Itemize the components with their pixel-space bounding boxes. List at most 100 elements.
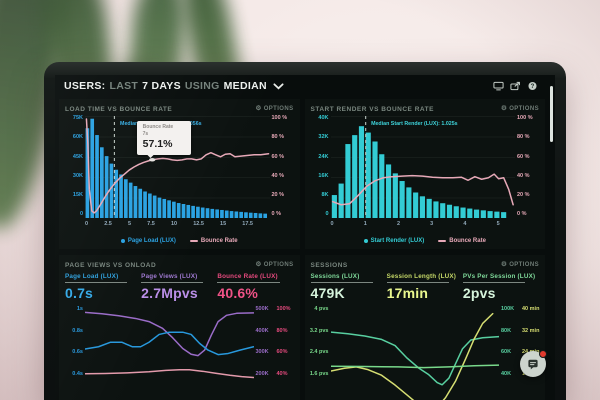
metric-page-load: Page Load (LUX) 0.7s <box>65 273 141 300</box>
legend-line-icon <box>189 240 198 242</box>
dashboard-grid: LOAD TIME VS BOUNCE RATE ⚙ OPTIONS 75K 60K… <box>59 99 545 400</box>
chart-sessions[interactable] <box>331 303 500 400</box>
tick-label: 80% <box>276 327 288 334</box>
options-button[interactable]: ⚙ OPTIONS <box>500 260 539 269</box>
metric-pvs-per-session: PVs Per Session (LUX) 2pvs <box>462 273 539 300</box>
tick-label: 100% <box>276 306 291 312</box>
panel-head: SESSIONS ⚙ OPTIONS <box>311 260 540 270</box>
chart-page-views-onload[interactable] <box>85 303 254 400</box>
tick-label: 32 min <box>522 327 540 334</box>
tick-label: 45K <box>72 153 83 160</box>
legend-item-bounce-rate[interactable]: Bounce Rate <box>189 238 238 244</box>
chat-button[interactable] <box>520 350 547 377</box>
y-axis-left: 40K 32K 24K 16K 8K 0 <box>307 115 329 218</box>
metric-row: Page Load (LUX) 0.7s Page Views (LUX) 2.… <box>65 273 294 300</box>
chat-icon <box>528 359 538 370</box>
tick-label: 5 <box>127 221 132 227</box>
tick-label: 15K <box>72 192 83 199</box>
options-label: OPTIONS <box>263 106 294 112</box>
tick-label: 0 <box>325 211 329 218</box>
legend-label: Bounce Rate <box>200 238 238 244</box>
dashboard-screen: USERS: LAST 7 DAYS USING MEDIAN ? LOAD TIME … <box>55 75 555 400</box>
chart-load-time[interactable]: Median Page Load (LUX): 3.056s Bounce Ra… <box>85 116 270 218</box>
tick-label: 80 % <box>517 134 530 141</box>
tick-label: 40K <box>501 370 512 377</box>
legend-item-page-load[interactable]: Page Load (LUX) <box>120 238 176 244</box>
tick-label: 0.6s <box>72 349 83 355</box>
notification-badge <box>539 350 547 358</box>
metric-value: 2.7Mpvs <box>141 285 198 301</box>
metric-label: Bounce Rate (LUX) <box>217 273 278 280</box>
tick-label: 80 % <box>271 134 285 141</box>
scrollbar[interactable] <box>550 86 553 142</box>
chart-start-render[interactable]: Median Start Render (LUX): 1.025s <box>330 116 515 218</box>
tick-label: 5 <box>496 221 500 227</box>
tick-label: 60K <box>501 349 512 355</box>
options-button[interactable]: ⚙ OPTIONS <box>501 105 539 113</box>
svg-text:?: ? <box>531 84 535 90</box>
share-icon[interactable] <box>510 81 521 91</box>
metric-value: 17min <box>386 285 429 301</box>
median-line-label: Median Start Render (LUX): 1.025s <box>371 121 458 128</box>
users-range-dropdown[interactable]: USERS: LAST 7 DAYS USING MEDIAN <box>64 80 284 92</box>
aggregation: MEDIAN <box>223 80 267 92</box>
tick-label: 0 <box>85 221 89 227</box>
legend: Page Load (LUX) Bounce Rate <box>59 238 300 244</box>
tick-label: 20 % <box>517 192 530 199</box>
gear-icon: ⚙ <box>255 260 262 268</box>
metric-rule <box>310 282 373 283</box>
tick-label: 100 % <box>271 115 288 121</box>
tick-label: 1s <box>76 306 83 312</box>
monitor-icon[interactable] <box>493 81 504 91</box>
laptop: USERS: LAST 7 DAYS USING MEDIAN ? LOAD TIME … <box>44 62 566 400</box>
legend-item-start-render[interactable]: Start Render (LUX) <box>363 238 424 244</box>
tick-label: 200K <box>255 370 269 377</box>
tick-label: 4 pvs <box>314 306 329 312</box>
tick-label: 40% <box>276 370 288 377</box>
gear-icon: ⚙ <box>500 260 508 268</box>
help-icon[interactable]: ? <box>527 81 538 91</box>
tick-label: 8K <box>321 192 329 199</box>
tick-label: 10 <box>170 221 178 227</box>
metric-rule <box>65 282 128 283</box>
tick-label: 0 % <box>517 211 527 218</box>
tick-label: 2.4 pvs <box>309 349 329 355</box>
panel-title: PAGE VIEWS VS ONLOAD <box>65 261 157 269</box>
panel-sessions: SESSIONS ⚙ OPTIONS Sessions (LUX) 479K Se… <box>304 255 545 400</box>
y-axis-right-views: 500K 400K 300K 200K <box>256 303 276 400</box>
metric-label: PVs Per Session (LUX) <box>462 273 536 280</box>
y-axis-right-bounce: 100% 80% 60% 40% <box>277 303 299 400</box>
panel-head: PAGE VIEWS VS ONLOAD ⚙ OPTIONS <box>65 260 294 270</box>
y-axis-left: 1s 0.8s 0.6s 0.4s <box>60 303 83 400</box>
legend-item-bounce-rate[interactable]: Bounce Rate <box>438 238 486 244</box>
tick-label: 1.6 pvs <box>309 370 329 377</box>
tick-label: 24K <box>318 153 329 160</box>
tick-label: 3.2 pvs <box>309 327 329 334</box>
options-button[interactable]: ⚙ OPTIONS <box>255 260 294 269</box>
tick-label: 80K <box>501 327 512 334</box>
y-axis-left: 75K 60K 45K 30K 15K 0 <box>61 115 83 218</box>
metric-rule <box>386 282 449 283</box>
tick-label: 20 % <box>271 192 285 199</box>
tick-label: 40 % <box>271 172 285 179</box>
x-axis: 0 2.5 5 7.5 10 12.5 15 17.5 <box>85 221 270 228</box>
metric-value: 479K <box>310 285 345 301</box>
options-button[interactable]: ⚙ OPTIONS <box>255 105 294 113</box>
tick-label: 7.5 <box>147 221 155 227</box>
tick-label: 1 <box>363 221 367 227</box>
options-label: OPTIONS <box>263 262 294 268</box>
tick-label: 500K <box>255 306 269 312</box>
metric-value: 40.6% <box>217 285 259 301</box>
tick-label: 40K <box>318 115 329 121</box>
tooltip-title: Bounce Rate <box>142 124 174 131</box>
legend-dot-icon <box>363 239 368 243</box>
panel-title: SESSIONS <box>310 261 348 269</box>
panel-page-views: PAGE VIEWS VS ONLOAD ⚙ OPTIONS Page Load … <box>59 255 300 400</box>
tick-label: 2 <box>396 221 400 227</box>
tick-label: 32K <box>318 134 329 141</box>
tooltip: Bounce Rate 7s 57.1% <box>136 121 191 155</box>
panel-start-render: START RENDER VS BOUNCE RATE ⚙ OPTIONS 40K… <box>304 99 545 249</box>
metric-session-length: Session Length (LUX) 17min <box>386 273 463 301</box>
legend-line-icon <box>438 240 447 242</box>
